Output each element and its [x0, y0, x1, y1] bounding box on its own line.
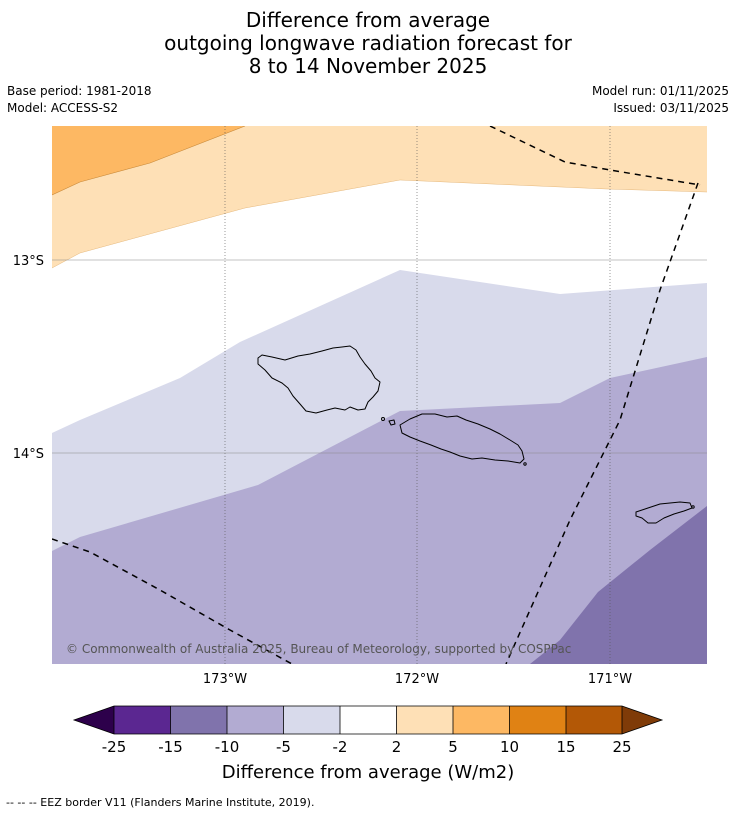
apolima-islet [381, 417, 385, 421]
colorbar-tick: 10 [500, 738, 519, 756]
colorbar-tick: 25 [612, 738, 631, 756]
colorbar-tick-labels: -25 -15 -10 -5 -2 2 5 10 15 25 [102, 738, 632, 756]
colorbar-under-arrow [74, 706, 114, 734]
model-run: Model run: 01/11/2025 [591, 84, 729, 98]
aunuu-islet [691, 505, 695, 509]
band-lilac [52, 357, 707, 664]
tutuila-island [635, 501, 693, 524]
band-purple [530, 506, 707, 664]
colorbar-swatch [114, 706, 171, 734]
band-orange [52, 126, 245, 195]
band-light-orange [52, 126, 707, 268]
title-line-1: Difference from average [245, 8, 491, 32]
colorbar-swatch [509, 706, 566, 734]
colorbar-tick: -2 [333, 738, 348, 756]
colorbar-swatch [283, 706, 340, 734]
nuutele-islet [523, 462, 527, 466]
base-period: Base period: 1981-2018 [7, 84, 152, 98]
lon-label-172w: 172°W [395, 672, 439, 687]
colorbar-tick: -15 [158, 738, 183, 756]
lon-label-173w: 173°W [203, 672, 247, 687]
colorbar-label: Difference from average (W/m2) [222, 762, 514, 783]
eez-border [52, 126, 701, 664]
colorbar-tick: 2 [392, 738, 402, 756]
colorbar-dividers [113, 706, 623, 734]
copyright-text: © Commonwealth of Australia 2025, Bureau… [66, 642, 571, 656]
manono-islet [388, 419, 396, 426]
colorbar-swatch [396, 706, 453, 734]
colorbar-tick: -5 [276, 738, 291, 756]
island-coastlines [257, 345, 693, 524]
graticule-parallels [52, 259, 707, 454]
colorbar-tick: 5 [448, 738, 458, 756]
colorbar-over-arrow [622, 706, 662, 734]
colorbar-swatch [170, 706, 227, 734]
title-line-2: outgoing longwave radiation forecast for [164, 31, 572, 55]
colorbar-swatch [340, 706, 397, 734]
title-line-3: 8 to 14 November 2025 [248, 54, 488, 78]
colorbar-swatch [453, 706, 510, 734]
eez-legend: -- -- -- EEZ border V11 (Flanders Marine… [6, 796, 315, 809]
model-name: Model: ACCESS-S2 [7, 101, 119, 115]
colorbar-tick: -10 [215, 738, 240, 756]
colorbar-tick: 15 [556, 738, 575, 756]
issued-date: Issued: 03/11/2025 [613, 101, 729, 115]
colorbar: -25 -15 -10 -5 -2 2 5 10 15 25 Differenc… [72, 705, 664, 783]
lat-label-13s: 13°S [13, 254, 44, 269]
band-edge-light-orange [52, 179, 707, 269]
lon-label-171w: 171°W [588, 672, 632, 687]
upolu-island [399, 413, 525, 464]
colorbar-tick: -25 [102, 738, 127, 756]
map-panel: © Commonwealth of Australia 2025, Bureau… [52, 126, 707, 664]
band-edge-orange [52, 126, 246, 196]
savaii-island [257, 345, 381, 414]
lat-label-14s: 14°S [13, 447, 44, 462]
band-white-neutral [52, 180, 707, 433]
colorbar-swatch [566, 706, 622, 734]
colorbar-swatch [227, 706, 284, 734]
